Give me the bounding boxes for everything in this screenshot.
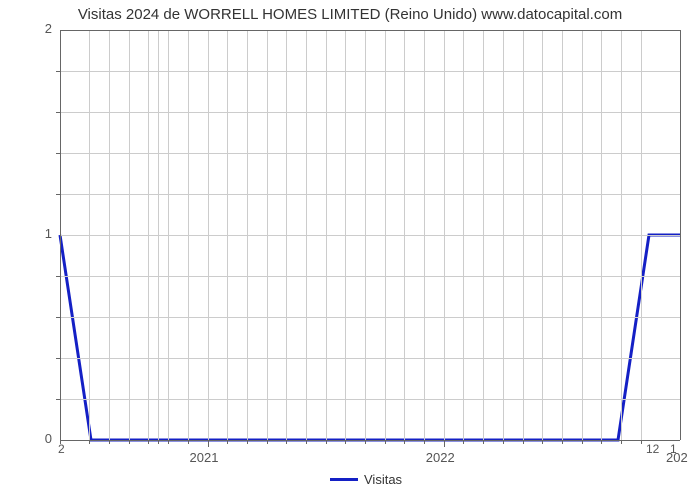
x-axis-extra-left: 2 [58, 442, 65, 456]
x-axis-major-tick [208, 440, 209, 447]
gridline-vertical [109, 30, 110, 440]
gridline-horizontal-minor [60, 153, 680, 154]
axis-border [60, 30, 61, 440]
axis-border [60, 440, 680, 441]
legend: Visitas [330, 472, 402, 487]
gridline-vertical [168, 30, 169, 440]
gridline-vertical [562, 30, 563, 440]
gridline-horizontal-minor [60, 317, 680, 318]
gridline-horizontal-minor [60, 276, 680, 277]
gridline-vertical [463, 30, 464, 440]
gridline-vertical [404, 30, 405, 440]
gridline-horizontal [60, 235, 680, 236]
legend-label: Visitas [364, 472, 402, 487]
gridline-horizontal-minor [60, 358, 680, 359]
gridline-vertical [247, 30, 248, 440]
gridline-vertical [523, 30, 524, 440]
gridline-vertical [326, 30, 327, 440]
y-axis-label: 2 [45, 21, 52, 36]
data-line [0, 0, 700, 500]
gridline-vertical [483, 30, 484, 440]
x-axis-major-tick [444, 440, 445, 447]
gridline-horizontal-minor [60, 112, 680, 113]
gridline-vertical [542, 30, 543, 440]
gridline-vertical [385, 30, 386, 440]
y-axis-label: 0 [45, 431, 52, 446]
gridline-vertical [365, 30, 366, 440]
gridline-vertical [306, 30, 307, 440]
gridline-vertical [621, 30, 622, 440]
chart-container: Visitas 2024 de WORRELL HOMES LIMITED (R… [0, 0, 700, 500]
gridline-horizontal-minor [60, 194, 680, 195]
gridline-vertical [582, 30, 583, 440]
x-axis-label-clipped: 202 [666, 450, 688, 465]
gridline-vertical [503, 30, 504, 440]
gridline-vertical [424, 30, 425, 440]
gridline-vertical [641, 30, 642, 440]
x-axis-label: 2022 [426, 450, 455, 465]
gridline-vertical [345, 30, 346, 440]
gridline-vertical [286, 30, 287, 440]
axis-border [60, 30, 680, 31]
gridline-vertical [89, 30, 90, 440]
gridline-vertical [267, 30, 268, 440]
gridline-vertical [129, 30, 130, 440]
gridline-horizontal-minor [60, 71, 680, 72]
gridline-vertical [188, 30, 189, 440]
gridline-vertical [444, 30, 445, 440]
gridline-vertical [158, 30, 159, 440]
x-axis-label: 2021 [190, 450, 219, 465]
legend-swatch [330, 478, 358, 481]
gridline-vertical [208, 30, 209, 440]
gridline-horizontal-minor [60, 399, 680, 400]
gridline-vertical [148, 30, 149, 440]
series-line [60, 235, 680, 440]
x-axis-extra-right: 12 [646, 442, 659, 456]
y-axis-label: 1 [45, 226, 52, 241]
axis-border [680, 30, 681, 440]
gridline-vertical [227, 30, 228, 440]
gridline-vertical [601, 30, 602, 440]
